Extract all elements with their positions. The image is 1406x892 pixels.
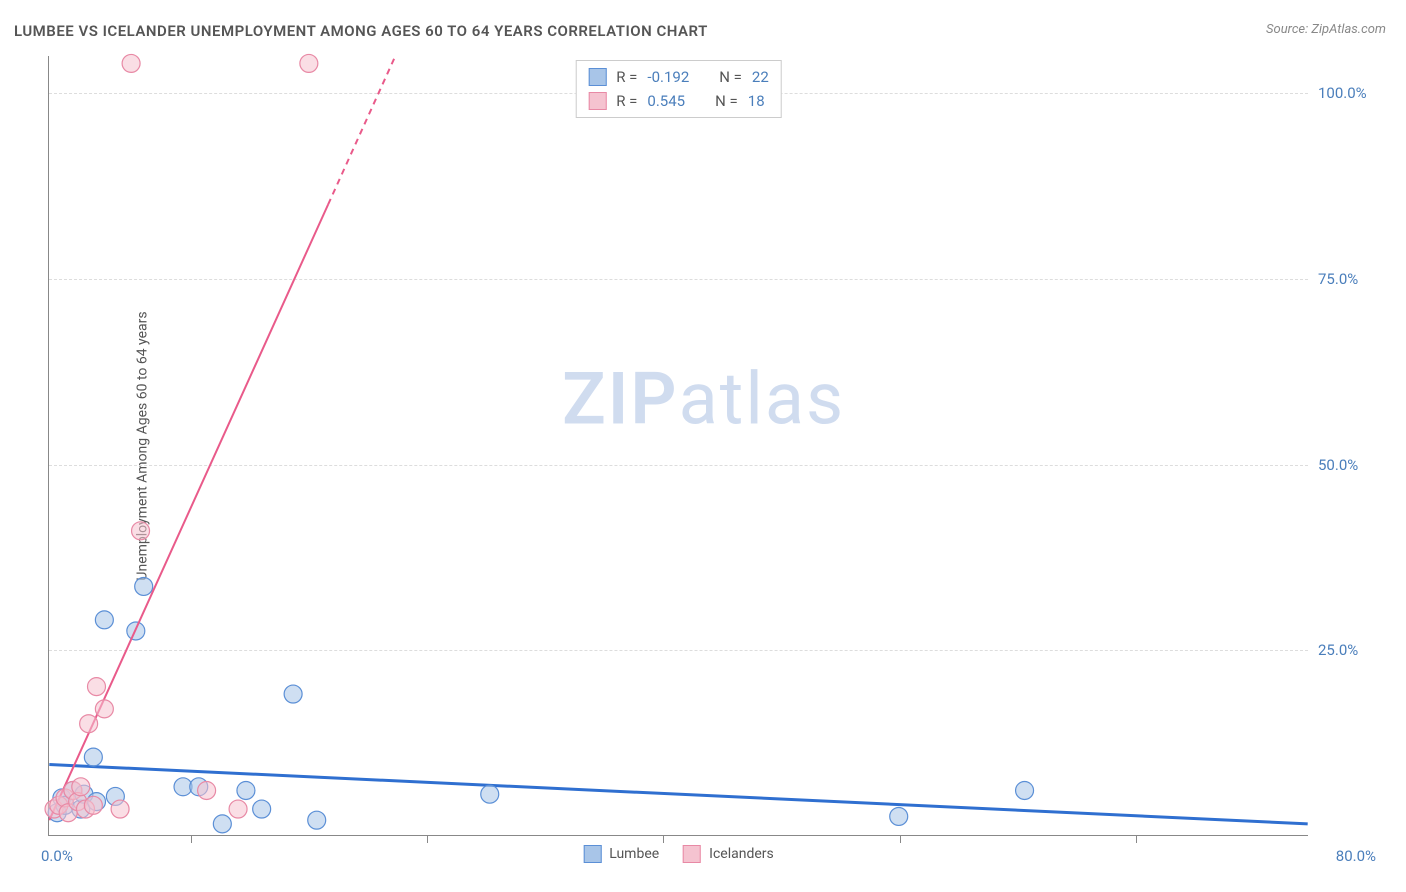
data-point	[132, 522, 150, 540]
data-point	[72, 778, 90, 796]
plot-area: ZIPatlas R =-0.192N =22R =0.545N =18 0.0…	[48, 56, 1308, 836]
data-point	[308, 811, 326, 829]
stats-swatch	[588, 92, 606, 110]
x-tick	[191, 835, 192, 843]
legend-bottom: Lumbee Icelanders	[583, 845, 774, 863]
legend-item: Lumbee	[583, 845, 659, 863]
stat-r-label: R =	[616, 89, 637, 113]
legend-item: Icelanders	[683, 845, 774, 863]
regression-line-dashed	[328, 56, 395, 204]
data-point	[135, 577, 153, 595]
stat-n-label: N =	[715, 89, 738, 113]
x-max-label: 80.0%	[1336, 847, 1376, 865]
stats-swatch	[588, 68, 606, 86]
data-point	[213, 815, 231, 833]
data-point	[284, 685, 302, 703]
y-tick-label: 50.0%	[1318, 456, 1388, 474]
stats-legend-box: R = -0.192 N = 22 R = 0.545 N = 18	[575, 60, 782, 118]
y-tick-label: 75.0%	[1318, 270, 1388, 288]
stats-row: R = 0.545 N = 18	[588, 89, 769, 113]
stat-n-value: 22	[752, 65, 769, 89]
data-point	[80, 715, 98, 733]
data-point	[300, 54, 318, 72]
x-origin-label: 0.0%	[41, 847, 73, 865]
legend-swatch	[583, 845, 601, 863]
legend-label: Lumbee	[609, 846, 659, 862]
legend-swatch	[683, 845, 701, 863]
chart-title: LUMBEE VS ICELANDER UNEMPLOYMENT AMONG A…	[14, 22, 708, 40]
plot-svg	[49, 56, 1308, 835]
x-tick	[663, 835, 664, 843]
data-point	[481, 785, 499, 803]
data-point	[229, 800, 247, 818]
legend-label: Icelanders	[709, 846, 774, 862]
y-tick-label: 25.0%	[1318, 641, 1388, 659]
x-tick	[427, 835, 428, 843]
data-point	[198, 781, 216, 799]
data-point	[890, 807, 908, 825]
y-tick-label: 100.0%	[1318, 84, 1388, 102]
stats-row: R = -0.192 N = 22	[588, 65, 769, 89]
data-point	[84, 796, 102, 814]
data-point	[237, 781, 255, 799]
data-point	[84, 748, 102, 766]
x-tick	[900, 835, 901, 843]
data-point	[122, 54, 140, 72]
stat-n-label: N =	[719, 65, 742, 89]
stat-r-value: -0.192	[647, 65, 689, 89]
data-point	[95, 611, 113, 629]
stat-r-value: 0.545	[647, 89, 685, 113]
data-point	[253, 800, 271, 818]
data-point	[111, 800, 129, 818]
chart-container: LUMBEE VS ICELANDER UNEMPLOYMENT AMONG A…	[0, 0, 1406, 892]
stat-r-label: R =	[616, 65, 637, 89]
source-attribution: Source: ZipAtlas.com	[1266, 22, 1386, 37]
stat-n-value: 18	[748, 89, 765, 113]
data-point	[1016, 781, 1034, 799]
data-point	[88, 678, 106, 696]
data-point	[95, 700, 113, 718]
x-tick	[1136, 835, 1137, 843]
